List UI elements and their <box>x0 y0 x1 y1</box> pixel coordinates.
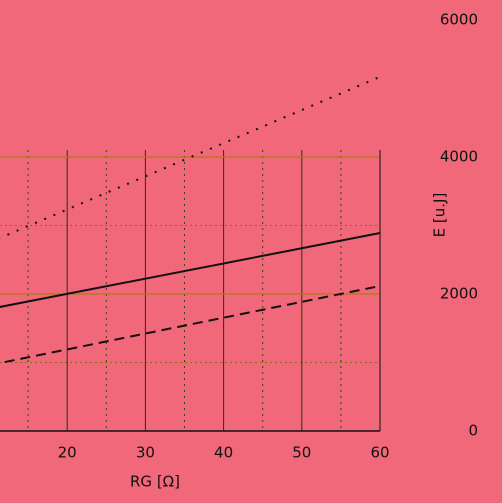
x-tick-label: 40 <box>214 444 233 462</box>
y-tick-label: 2000 <box>440 285 478 303</box>
x-tick-label: 50 <box>292 444 311 462</box>
y-tick-label: 4000 <box>440 148 478 166</box>
y-axis-label: E [u.J] <box>431 193 449 238</box>
y-tick-label: 0 <box>468 422 478 440</box>
series-line <box>0 232 381 308</box>
x-tick-label: 60 <box>370 444 389 462</box>
series-line <box>0 75 381 240</box>
x-tick-label: 20 <box>58 444 77 462</box>
y-tick-label: 6000 <box>440 11 478 29</box>
series-line <box>0 285 381 365</box>
x-tick-label: 30 <box>136 444 155 462</box>
x-axis-label: RG [Ω] <box>130 473 180 491</box>
